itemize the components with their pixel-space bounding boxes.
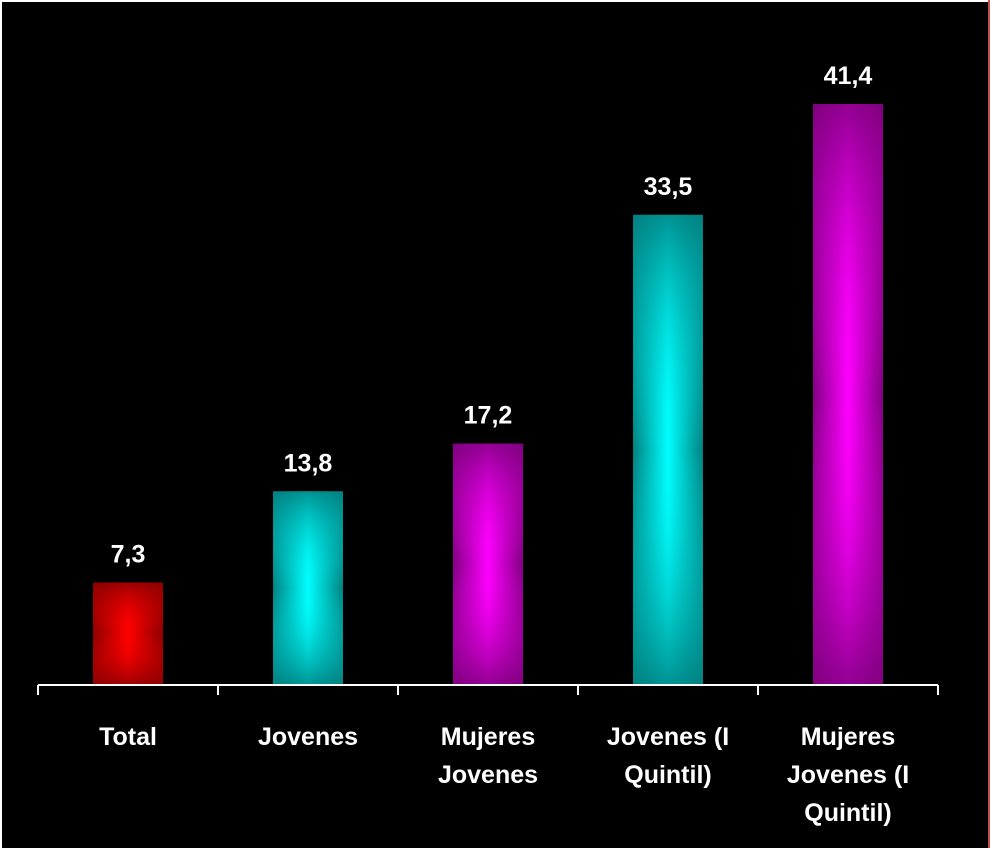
bar-shading-3 <box>633 214 703 685</box>
category-label-0: Total <box>99 723 157 751</box>
bars-layer <box>93 104 883 685</box>
data-label-3: 33,5 <box>644 173 693 201</box>
bar-shading-0 <box>93 582 163 685</box>
category-label-3: Jovenes (I Quintil) <box>607 723 729 789</box>
data-label-0: 7,3 <box>111 541 146 569</box>
x-axis <box>37 684 939 695</box>
bar-shading-2 <box>453 443 523 685</box>
bar-shading-1 <box>273 491 343 685</box>
category-label-2: Mujeres Jovenes <box>438 723 538 789</box>
data-label-2: 17,2 <box>464 402 513 430</box>
data-label-1: 13,8 <box>284 449 333 477</box>
bar-shading-4 <box>813 104 883 685</box>
category-label-4: Mujeres Jovenes (I Quintil) <box>787 723 909 827</box>
data-label-4: 41,4 <box>824 62 873 90</box>
slide-edge <box>988 0 997 848</box>
category-label-1: Jovenes <box>258 723 358 751</box>
labels-layer: 7,3 Total 13,8 Jovenes 17,2 Mujeres Jovenes 33,… <box>99 62 909 827</box>
